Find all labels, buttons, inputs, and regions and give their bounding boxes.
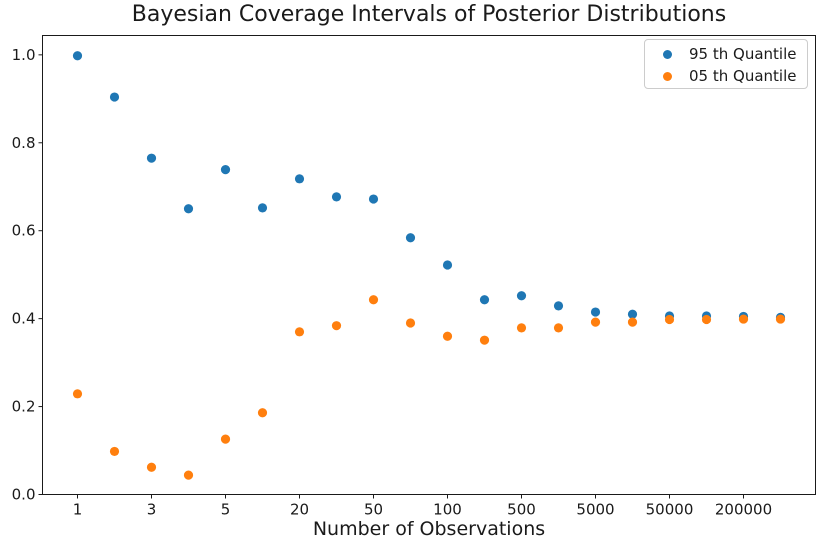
- data-point-05th: [109, 446, 120, 457]
- data-point-05th: [516, 323, 527, 333]
- data-point-05th: [72, 389, 83, 399]
- x-tick-label: 5: [221, 501, 231, 519]
- data-point-95th: [590, 307, 601, 317]
- legend-marker-05th-icon: [663, 71, 672, 81]
- y-tick-label: 0.0: [12, 486, 36, 504]
- x-tick-label: 20: [290, 501, 309, 519]
- chart-title: Bayesian Coverage Intervals of Posterior…: [131, 2, 727, 27]
- data-point-95th: [442, 260, 453, 270]
- data-point-05th: [294, 327, 305, 337]
- y-tick-label: 0.6: [12, 222, 36, 240]
- data-point-05th: [405, 318, 416, 328]
- data-point-05th: [590, 317, 601, 327]
- plot-border: [42, 35, 816, 495]
- x-tick-label: 3: [147, 501, 157, 519]
- y-tick-label: 0.2: [12, 398, 36, 416]
- data-point-05th: [331, 321, 342, 331]
- x-tick-label: 50: [364, 501, 383, 519]
- data-point-05th: [553, 323, 564, 333]
- data-point-05th: [479, 335, 490, 345]
- x-tick-label: 1: [73, 501, 83, 519]
- data-point-95th: [294, 174, 305, 184]
- data-point-95th: [146, 153, 157, 163]
- data-point-95th: [516, 291, 527, 301]
- x-tick-label: 200000: [715, 501, 772, 519]
- data-point-05th: [220, 434, 231, 444]
- data-point-95th: [72, 51, 83, 61]
- data-point-05th: [701, 314, 712, 325]
- y-tick-label: 0.8: [12, 134, 36, 152]
- data-point-95th: [220, 164, 231, 175]
- data-point-05th: [775, 314, 786, 324]
- y-tick-label: 0.4: [12, 310, 36, 328]
- data-point-05th: [183, 470, 194, 480]
- legend-marker-95th-icon: [663, 49, 672, 59]
- data-point-05th: [146, 462, 157, 472]
- data-point-95th: [257, 203, 268, 213]
- data-point-95th: [553, 301, 564, 311]
- legend-entry-05th: 05 th Quantile: [645, 65, 807, 87]
- x-tick-label: 5000: [576, 501, 614, 519]
- data-point-95th: [627, 309, 638, 319]
- legend-label-95th: 95 th Quantile: [689, 45, 797, 63]
- x-axis-label: Number of Observations: [312, 518, 546, 540]
- data-point-05th: [442, 331, 453, 341]
- data-point-95th: [479, 295, 490, 305]
- data-point-95th: [368, 194, 379, 204]
- data-point-95th: [109, 92, 120, 102]
- y-tick-label: 1.0: [12, 46, 36, 64]
- data-point-95th: [405, 233, 416, 243]
- data-point-05th: [257, 408, 268, 418]
- x-tick-label: 500: [507, 501, 536, 519]
- data-point-05th: [627, 317, 638, 327]
- data-point-05th: [368, 295, 379, 305]
- x-tick-label: 50000: [646, 501, 694, 519]
- legend-entry-95th: 95 th Quantile: [645, 43, 807, 65]
- data-point-05th: [738, 314, 749, 324]
- x-tick-label: 100: [433, 501, 462, 519]
- legend: 95 th Quantile 05 th Quantile: [644, 39, 808, 89]
- data-point-95th: [331, 192, 342, 202]
- legend-label-05th: 05 th Quantile: [689, 67, 797, 85]
- data-point-05th: [664, 314, 675, 325]
- data-point-95th: [183, 204, 194, 214]
